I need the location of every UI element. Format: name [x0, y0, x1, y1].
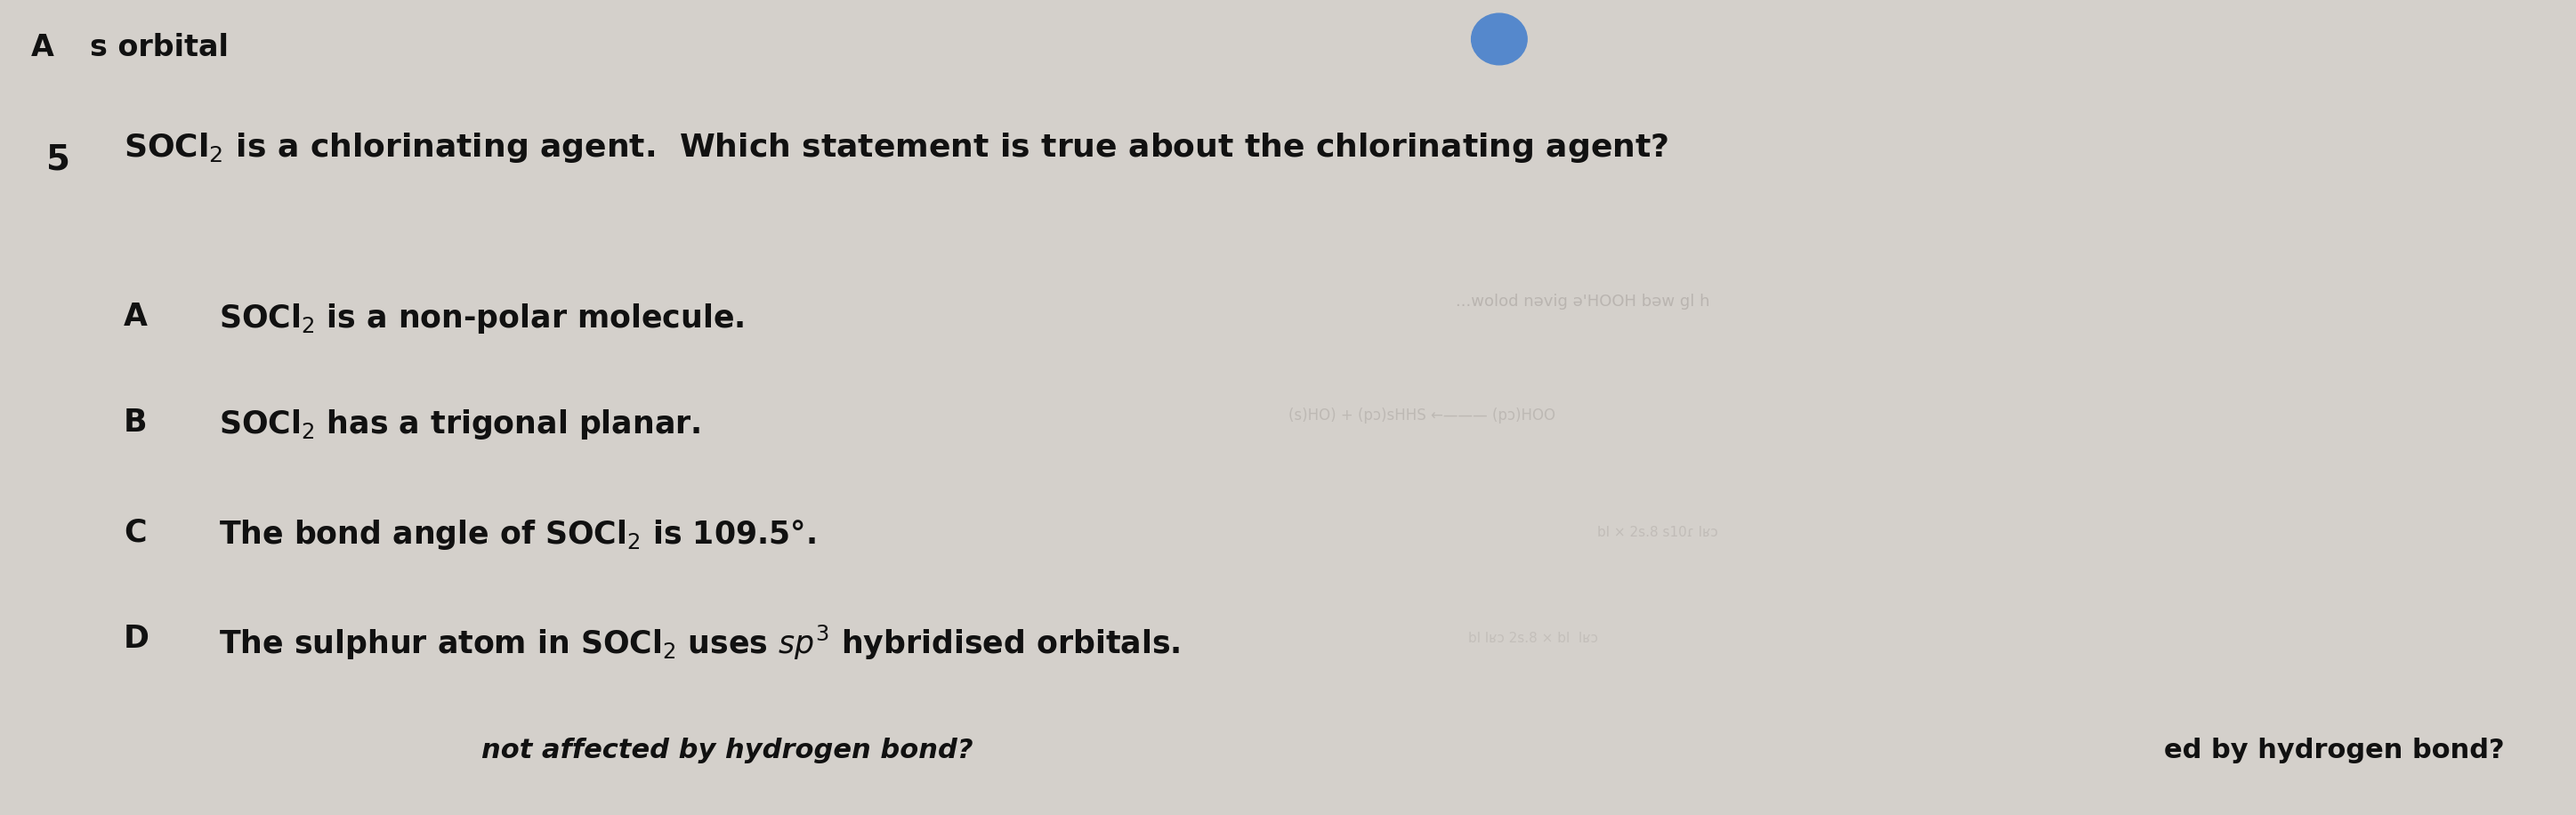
Text: The sulphur atom in SOCl$_2$ uses $sp^3$ hybridised orbitals.: The sulphur atom in SOCl$_2$ uses $sp^3$…: [219, 623, 1180, 662]
Text: A: A: [31, 33, 54, 62]
Text: SOCl$_2$ is a non-polar molecule.: SOCl$_2$ is a non-polar molecule.: [219, 302, 744, 335]
Text: D: D: [124, 623, 149, 654]
Circle shape: [1471, 14, 1528, 65]
Text: A: A: [124, 302, 147, 332]
Text: SOCl$_2$ has a trigonal planar.: SOCl$_2$ has a trigonal planar.: [219, 408, 701, 441]
Text: (s)HO) + (pɔ)sHHS ←——— (pɔ)HOO: (s)HO) + (pɔ)sHHS ←——— (pɔ)HOO: [1288, 408, 1556, 424]
Text: not affected by hydrogen bond?: not affected by hydrogen bond?: [103, 738, 974, 764]
Text: ed by hydrogen bond?: ed by hydrogen bond?: [2164, 738, 2504, 764]
Text: B: B: [124, 408, 147, 438]
Text: 5: 5: [46, 143, 70, 176]
Text: C: C: [124, 518, 147, 548]
Text: s orbital: s orbital: [90, 33, 229, 62]
Text: The bond angle of SOCl$_2$ is 109.5°.: The bond angle of SOCl$_2$ is 109.5°.: [219, 518, 817, 551]
Text: SOCl$_2$ is a chlorinating agent.  Which statement is true about the chlorinatin: SOCl$_2$ is a chlorinating agent. Which …: [124, 130, 1669, 164]
Text: bl × 2s.8 s10ɾ lʁɔ: bl × 2s.8 s10ɾ lʁɔ: [1597, 526, 1718, 539]
Text: bl lʁɔ 2s.8 × bl  lʁɔ: bl lʁɔ 2s.8 × bl lʁɔ: [1468, 632, 1597, 645]
Text: ...wolod nəvig ə'HOOH bəw gl h: ...wolod nəvig ə'HOOH bəw gl h: [1455, 293, 1710, 310]
